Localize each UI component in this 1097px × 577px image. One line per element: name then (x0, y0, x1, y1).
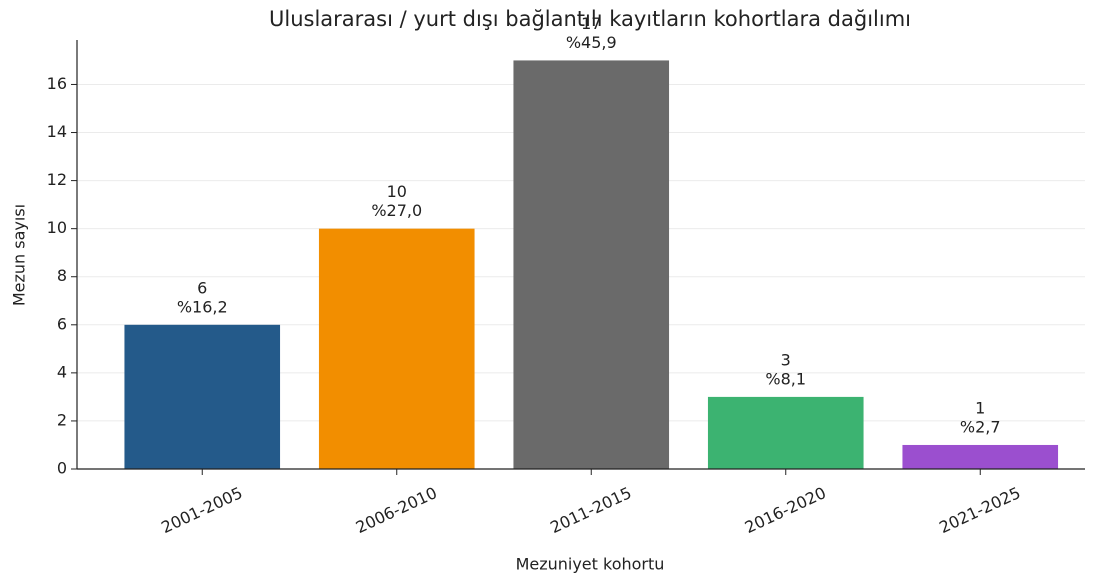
x-tick-label: 2001-2005 (158, 483, 245, 537)
chart-title: Uluslararası / yurt dışı bağlantılı kayı… (269, 7, 911, 31)
x-tick-label: 2006-2010 (353, 483, 440, 537)
bar (707, 396, 864, 469)
value-label: 6 (197, 278, 207, 297)
bar (902, 444, 1059, 469)
x-axis-label: Mezuniyet kohortu (516, 555, 665, 574)
y-tick-label: 16 (47, 74, 67, 93)
y-tick-label: 8 (57, 266, 67, 285)
y-tick-label: 2 (57, 410, 67, 429)
share-label: %27,0 (371, 201, 422, 220)
value-label: 1 (975, 398, 985, 417)
y-tick-label: 10 (47, 218, 67, 237)
x-tick-label: 2021-2025 (936, 483, 1023, 537)
y-tick-label: 6 (57, 314, 67, 333)
bar (513, 60, 670, 470)
y-tick-label: 12 (47, 170, 67, 189)
value-label: 17 (581, 14, 601, 33)
y-tick-label: 4 (57, 362, 67, 381)
y-axis-label: Mezun sayısı (10, 204, 29, 306)
value-label: 10 (387, 182, 407, 201)
x-tick-label: 2011-2015 (547, 483, 634, 537)
y-tick-label: 0 (57, 459, 67, 478)
bar (318, 228, 475, 469)
share-label: %8,1 (765, 369, 806, 388)
share-label: %2,7 (960, 417, 1001, 436)
share-label: %16,2 (177, 297, 228, 316)
y-tick-label: 14 (47, 122, 67, 141)
bar (124, 324, 281, 469)
share-label: %45,9 (566, 33, 617, 52)
value-label: 3 (781, 350, 791, 369)
x-tick-label: 2016-2020 (742, 483, 829, 537)
